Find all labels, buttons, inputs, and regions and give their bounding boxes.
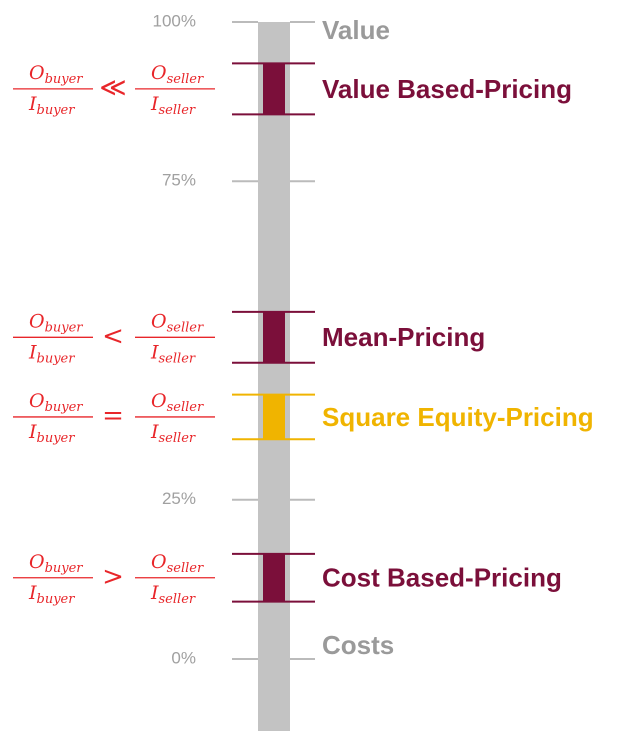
range-band (263, 311, 285, 363)
den-sub: buyer (37, 591, 76, 606)
num: O (151, 62, 167, 84)
fraction-denominator: Iseller (150, 421, 196, 446)
den: I (150, 341, 159, 363)
fraction-denominator: Iseller (150, 93, 196, 118)
num-sub: seller (167, 320, 204, 335)
den-sub: seller (159, 351, 196, 366)
den-sub: buyer (37, 102, 76, 117)
fraction-denominator: Ibuyer (28, 421, 75, 446)
num: O (29, 390, 45, 412)
den-sub: buyer (37, 430, 76, 445)
fraction-numerator: Oseller (151, 62, 204, 87)
top-label: Value (322, 15, 390, 45)
num: O (29, 310, 45, 332)
y-tick-label: 100% (153, 11, 196, 30)
den: I (28, 341, 37, 363)
num-sub: buyer (45, 320, 84, 335)
num: O (29, 62, 45, 84)
fraction-denominator: Iseller (150, 582, 196, 607)
range-band (263, 63, 285, 115)
num: O (29, 551, 45, 573)
num-sub: buyer (45, 560, 84, 575)
num-sub: seller (167, 399, 204, 414)
fraction-numerator: Obuyer (29, 390, 83, 415)
relation: > (102, 562, 124, 592)
y-tick-label: 0% (171, 648, 196, 667)
num: O (151, 390, 167, 412)
num-sub: seller (167, 71, 204, 86)
range-band (263, 394, 285, 440)
range-label: Cost Based-Pricing (322, 563, 562, 593)
relation: = (102, 401, 124, 431)
den: I (150, 582, 159, 604)
den-sub: seller (159, 102, 196, 117)
fraction-numerator: Obuyer (29, 310, 83, 335)
fraction-denominator: Ibuyer (28, 341, 75, 366)
num-sub: seller (167, 560, 204, 575)
num: O (151, 551, 167, 573)
den-sub: seller (159, 591, 196, 606)
fraction-numerator: Oseller (151, 551, 204, 576)
den: I (150, 421, 159, 443)
fraction-numerator: Oseller (151, 390, 204, 415)
den: I (28, 582, 37, 604)
y-tick-label: 25% (162, 489, 196, 508)
relation: ≪ (99, 73, 126, 103)
num-sub: buyer (45, 71, 84, 86)
fraction-numerator: Obuyer (29, 551, 83, 576)
y-tick-label: 75% (162, 171, 196, 190)
range-label: Square Equity-Pricing (322, 402, 594, 432)
fraction-denominator: Iseller (150, 341, 196, 366)
num: O (151, 310, 167, 332)
den-sub: buyer (37, 351, 76, 366)
fraction-numerator: Oseller (151, 310, 204, 335)
den: I (28, 421, 37, 443)
relation: < (102, 321, 124, 351)
fraction-denominator: Ibuyer (28, 93, 75, 118)
den-sub: seller (159, 430, 196, 445)
fraction-numerator: Obuyer (29, 62, 83, 87)
range-label: Value Based-Pricing (322, 74, 572, 104)
den: I (28, 93, 37, 115)
den: I (150, 93, 159, 115)
scale-bar (258, 22, 290, 731)
range-band (263, 553, 285, 602)
fraction-denominator: Ibuyer (28, 582, 75, 607)
bottom-label: Costs (322, 630, 394, 660)
range-label: Mean-Pricing (322, 322, 485, 352)
num-sub: buyer (45, 399, 84, 414)
